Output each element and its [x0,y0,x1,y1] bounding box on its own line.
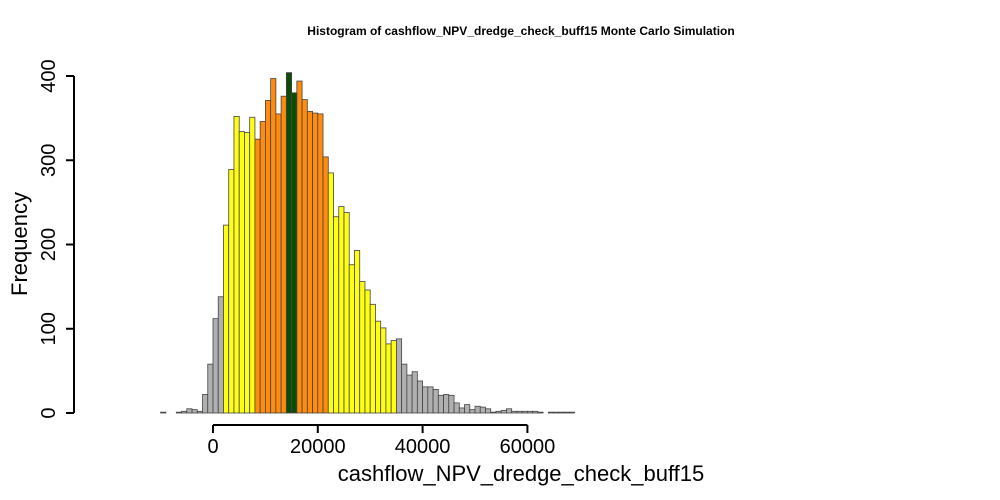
histogram-bar [354,249,361,414]
histogram-bar [338,206,345,414]
histogram-bar [359,281,366,414]
histogram-bar [275,113,282,414]
histogram-bar [563,411,570,414]
histogram-bar [416,380,423,414]
histogram-bar [254,138,261,414]
histogram-bar [568,411,575,414]
x-tick-label: 0 [207,436,218,458]
histogram-bar [327,172,334,414]
histogram-bar [233,116,240,414]
histogram-bar [280,95,287,414]
histogram-bar [212,318,219,414]
x-tick-label: 40000 [395,436,451,458]
y-tick-label: 200 [38,228,60,261]
histogram-bar [427,386,434,414]
histogram-bar [202,394,209,414]
histogram-bar [238,131,245,414]
histogram-bar [186,408,193,414]
x-axis-label: cashflow_NPV_dredge_check_buff15 [338,461,705,486]
histogram-bar [485,408,492,414]
histogram-bar [506,408,513,414]
histogram-bar [443,394,450,414]
histogram-bar [228,169,235,414]
histogram-bar [285,72,292,414]
histogram-bar [448,394,455,414]
histogram-bar [160,411,167,414]
histogram-bar [516,410,523,414]
histogram-bar [301,99,308,414]
histogram-bar [385,343,392,414]
histogram-bar [558,411,565,414]
histogram-bar [511,410,518,414]
histogram-bar [553,411,560,414]
histogram-bar [458,407,465,414]
histogram-bar [547,411,554,414]
histogram-bar [317,113,324,414]
histogram-bar [395,338,403,414]
histogram-bar [296,80,303,414]
histogram-bar [175,411,182,414]
chart-title: Histogram of cashflow_NPV_dredge_check_b… [307,24,734,38]
histogram-bar [464,404,471,414]
x-axis: 0 20000 40000 60000 [207,424,556,458]
histogram-bar [291,92,298,414]
histogram-bar [264,100,272,414]
histogram-bars [160,72,575,414]
histogram-bar [500,410,507,414]
histogram-bar [270,78,277,414]
histogram-bar [333,216,340,414]
histogram-bar [437,394,444,414]
histogram-bar [306,110,313,414]
histogram-bar [380,327,387,414]
histogram-bar [312,112,319,414]
histogram-bar [364,289,371,414]
histogram-bar [479,406,486,414]
histogram-bar [490,411,497,414]
histogram-bar [495,410,502,414]
histogram-bar [469,409,476,414]
histogram-bar [223,224,230,414]
x-tick-label: 60000 [500,436,556,458]
histogram-bar [532,410,539,414]
histogram-bar [207,363,214,414]
y-axis-label: Frequency [7,192,32,296]
histogram-bar [217,296,224,414]
histogram-bar [348,264,355,414]
histogram-bar [191,409,198,414]
histogram-bar [249,116,256,414]
histogram-bar [181,410,188,414]
histogram-bar [521,410,528,414]
histogram-bar [537,411,544,414]
histogram-bar [244,132,251,414]
histogram-bar [411,371,418,414]
histogram-bar [375,320,382,414]
histogram-bar [196,410,203,414]
histogram-bar [453,402,460,414]
histogram-bar [432,389,439,414]
y-tick-label: 300 [38,144,60,177]
histogram-bar [527,410,534,414]
histogram-bar [390,340,397,414]
histogram-bar [369,303,376,414]
histogram-bar [406,374,413,414]
histogram-bar [259,121,266,414]
y-tick-label: 400 [38,59,60,92]
y-axis: 0 100 200 300 400 [38,59,75,419]
histogram-bar [343,212,350,414]
histogram-bar [322,156,329,414]
y-tick-label: 100 [38,312,60,345]
y-tick-label: 0 [38,407,60,418]
x-tick-label: 20000 [290,436,346,458]
histogram-bar [474,405,481,414]
histogram-bar [401,363,408,414]
histogram-bar [422,386,429,414]
